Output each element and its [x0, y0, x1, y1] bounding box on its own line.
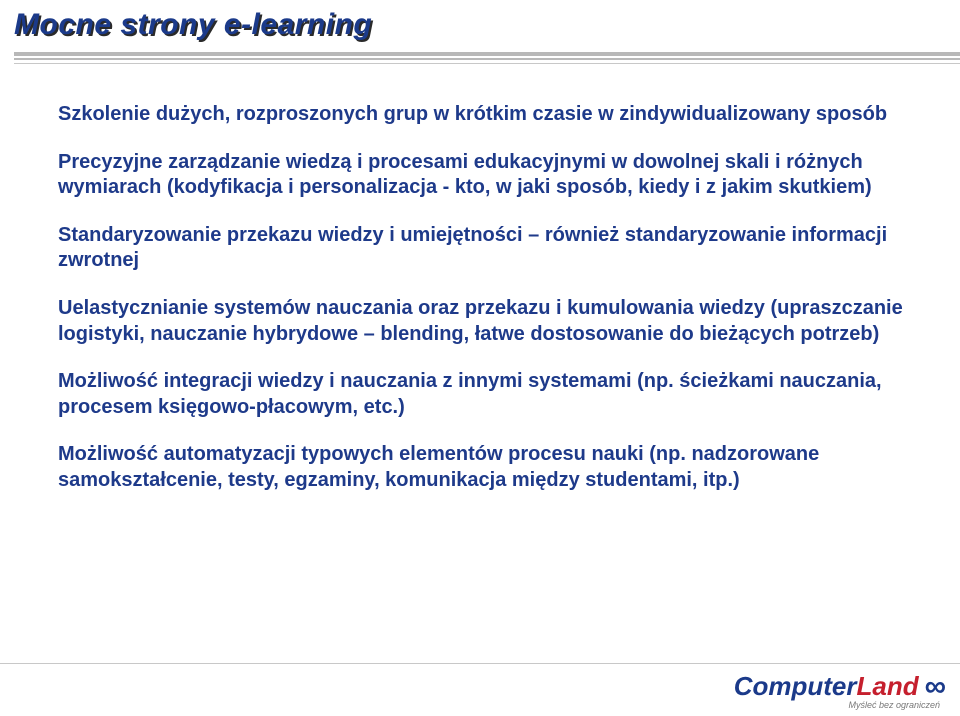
body-paragraph: Standaryzowanie przekazu wiedzy i umieję… — [58, 223, 908, 274]
logo-wordmark: ComputerLand ∞ — [734, 671, 946, 702]
divider — [14, 58, 960, 60]
slide-body: Szkolenie dużych, rozproszonych grup w k… — [58, 102, 908, 516]
slide-title: Mocne strony e-learning — [14, 8, 960, 42]
body-paragraph: Precyzyjne zarządzanie wiedzą i procesam… — [58, 150, 908, 201]
body-paragraph: Możliwość automatyzacji typowych element… — [58, 442, 908, 493]
body-paragraph: Uelastycznianie systemów nauczania oraz … — [58, 296, 908, 347]
logo-part2: Land — [857, 671, 919, 701]
infinity-icon: ∞ — [925, 672, 946, 702]
divider — [14, 63, 960, 64]
logo-text: ComputerLand — [734, 671, 919, 702]
body-paragraph: Szkolenie dużych, rozproszonych grup w k… — [58, 102, 908, 128]
logo-part1: Computer — [734, 671, 857, 701]
divider — [0, 663, 960, 664]
body-paragraph: Możliwość integracji wiedzy i nauczania … — [58, 369, 908, 420]
footer: ComputerLand ∞ Myśleć bez ograniczeń — [0, 660, 960, 716]
logo-tagline: Myśleć bez ograniczeń — [848, 700, 940, 710]
slide: Mocne strony e-learning Mocne strony e-l… — [0, 0, 960, 716]
divider — [14, 52, 960, 56]
logo: ComputerLand ∞ Myśleć bez ograniczeń — [734, 671, 946, 710]
title-rules — [14, 52, 960, 64]
title-bar: Mocne strony e-learning Mocne strony e-l… — [0, 0, 960, 64]
